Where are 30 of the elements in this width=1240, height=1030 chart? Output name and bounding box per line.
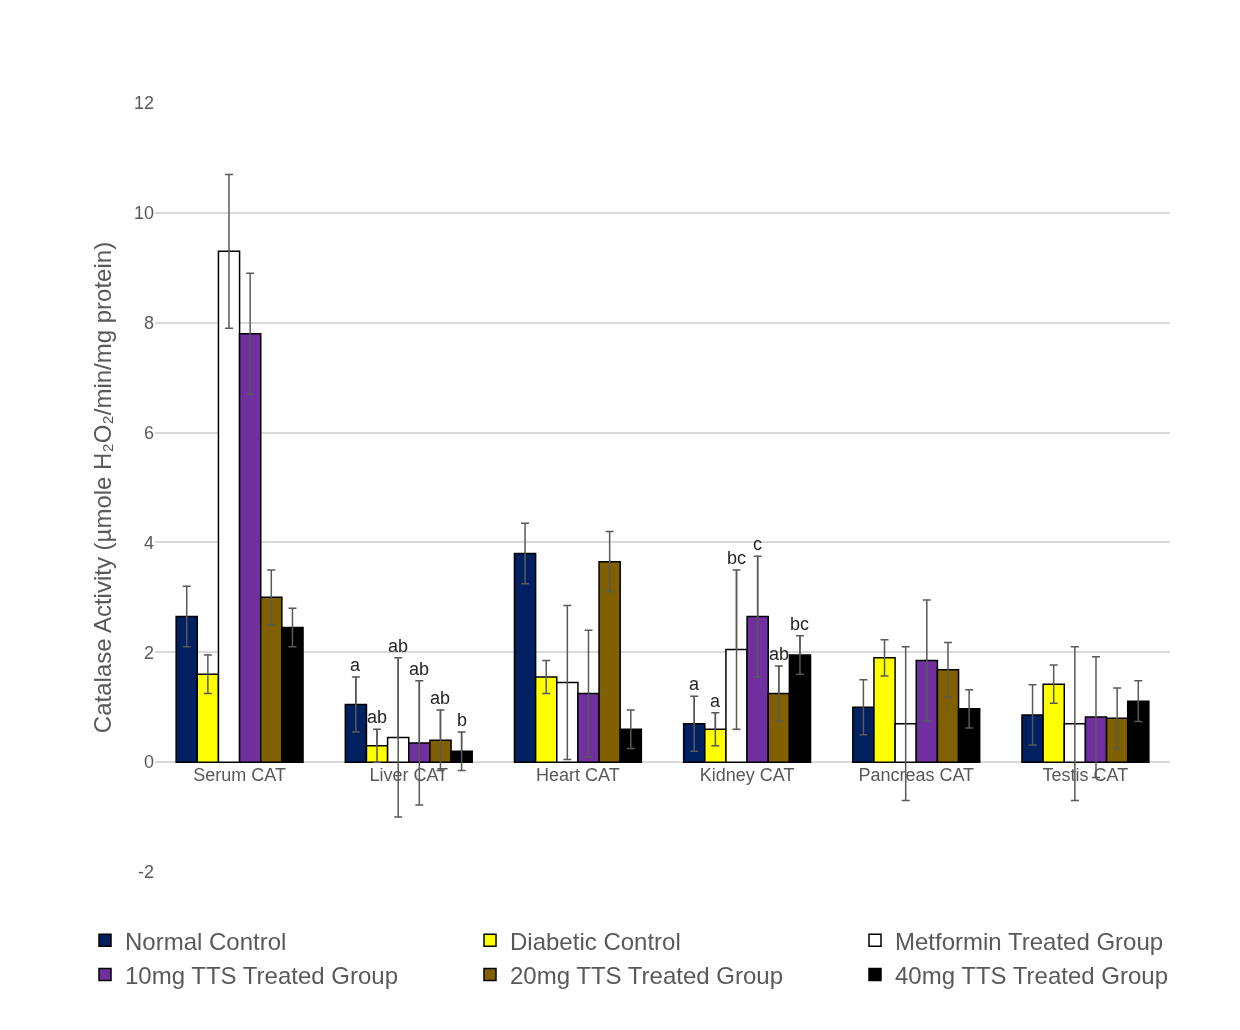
data-label: ab [430, 688, 451, 708]
data-label: a [689, 674, 700, 694]
data-label: ab [388, 636, 409, 656]
y-tick-label: 2 [143, 642, 154, 663]
data-label: c [753, 534, 762, 554]
data-label: a [710, 691, 721, 711]
data-label: bc [727, 548, 747, 568]
data-label: b [457, 710, 468, 730]
data-label: bc [790, 614, 810, 634]
legend-label: 40mg TTS Treated Group [895, 961, 1169, 989]
x-tick-label: Serum CAT [193, 765, 286, 786]
y-tick-label: 10 [133, 203, 154, 224]
y-tick-label: 0 [143, 752, 154, 773]
y-tick-label: 6 [143, 422, 154, 443]
data-label: ab [367, 707, 388, 727]
data-label: ab [769, 644, 790, 664]
legend-label: 20mg TTS Treated Group [510, 961, 784, 989]
data-label: a [350, 655, 361, 675]
legend-label: 10mg TTS Treated Group [125, 961, 399, 989]
legend-label: Normal Control [125, 927, 287, 955]
x-tick-label: Heart CAT [536, 765, 620, 786]
legend-label: Diabetic Control [510, 927, 681, 955]
data-label: ab [409, 659, 430, 679]
y-tick-label: 4 [143, 532, 154, 553]
legend-label: Metformin Treated Group [895, 927, 1164, 955]
x-tick-label: Kidney CAT [699, 765, 795, 786]
y-tick-label: 12 [133, 93, 154, 114]
y-axis-title: Catalase Activity (µmole H₂O₂/min/mg protein) [89, 241, 117, 734]
y-tick-label: 8 [143, 313, 154, 334]
y-tick-label: -2 [137, 862, 154, 883]
